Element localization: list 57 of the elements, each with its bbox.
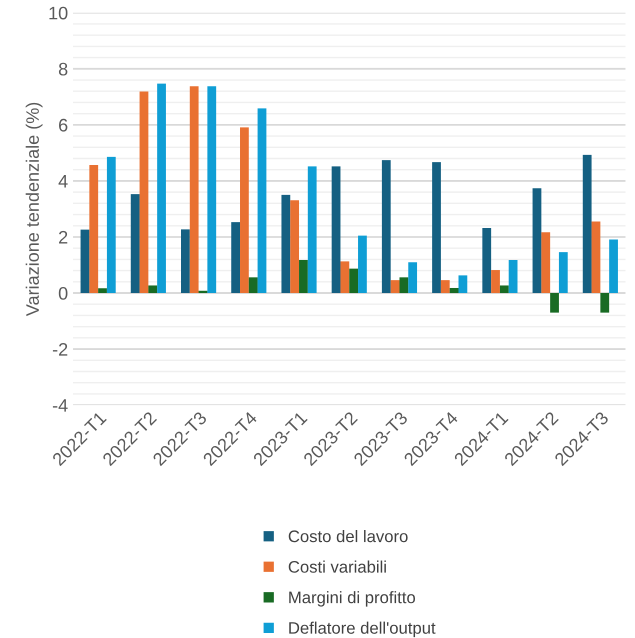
bar <box>508 260 518 294</box>
bar <box>390 280 400 294</box>
legend-label: Costi variabili <box>288 560 386 573</box>
bar <box>332 166 340 294</box>
bar <box>299 260 308 294</box>
bar <box>190 86 199 294</box>
bar <box>140 92 148 294</box>
y-axis-title: Variazione tendenziale (%) <box>26 102 43 316</box>
bar <box>609 239 618 294</box>
bar <box>258 108 266 294</box>
bar <box>399 277 408 294</box>
bar <box>550 293 559 313</box>
y-tick-label: 4 <box>58 175 68 188</box>
bar <box>106 156 116 294</box>
bar <box>500 285 509 294</box>
bar <box>541 232 550 294</box>
bar <box>358 236 367 294</box>
y-tick-label: 8 <box>58 62 68 76</box>
y-tick-label: -2 <box>52 343 68 356</box>
bar <box>440 280 450 294</box>
y-tick-label: 6 <box>59 118 68 132</box>
bar <box>98 288 107 294</box>
bar <box>349 268 358 294</box>
bar <box>308 166 317 294</box>
bar <box>157 84 166 294</box>
bar <box>532 188 542 294</box>
bar <box>340 261 350 294</box>
bar <box>130 194 140 294</box>
bar <box>148 285 158 294</box>
bar <box>290 200 300 294</box>
y-tick-label: 0 <box>58 286 68 300</box>
bar <box>382 160 391 294</box>
bar <box>248 277 258 294</box>
y-tick-label: 10 <box>49 6 68 20</box>
bar <box>198 290 208 294</box>
bar <box>600 293 610 313</box>
bar <box>240 127 249 294</box>
legend-label: Deflatore dell'output <box>289 622 436 638</box>
bar <box>281 194 290 294</box>
bar <box>482 228 492 294</box>
bar <box>582 154 592 294</box>
bar <box>207 86 216 294</box>
bar <box>592 222 600 294</box>
bar <box>181 229 190 294</box>
bar <box>408 262 418 294</box>
legend-label: Costo del lavoro <box>288 530 408 542</box>
bar <box>558 252 568 294</box>
bar <box>458 275 468 294</box>
y-tick-label: -4 <box>52 399 68 412</box>
bar <box>491 270 500 294</box>
bar <box>80 230 90 294</box>
bar <box>231 222 240 294</box>
bar <box>450 288 458 294</box>
bar <box>432 162 441 294</box>
y-tick-label: 2 <box>59 230 68 244</box>
legend-label: Margini di profitto <box>289 591 416 607</box>
bar <box>89 164 98 294</box>
